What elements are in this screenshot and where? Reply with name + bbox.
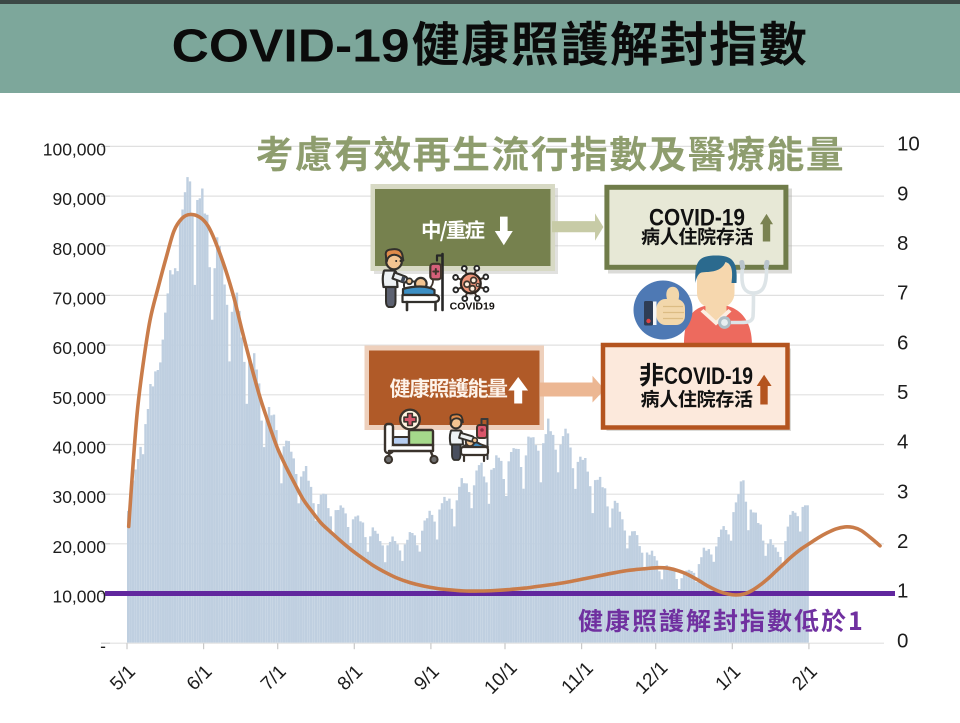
svg-text:0: 0 [897,629,908,652]
svg-text:4: 4 [897,431,908,454]
svg-text:10: 10 [897,133,920,156]
svg-text:8: 8 [897,232,908,255]
svg-text:70,000: 70,000 [52,288,106,308]
svg-text:90,000: 90,000 [52,189,106,209]
svg-text:100,000: 100,000 [43,139,107,159]
svg-text:9: 9 [897,182,908,205]
svg-text:2: 2 [897,530,908,553]
svg-text:60,000: 60,000 [52,338,106,358]
svg-text:3: 3 [897,480,908,503]
svg-text:6: 6 [897,331,908,354]
svg-text:COVID-19: COVID-19 [172,20,410,72]
svg-text:COVID19: COVID19 [450,301,495,313]
svg-text:COVID-19: COVID-19 [664,363,753,390]
svg-text:30,000: 30,000 [52,487,106,507]
svg-text:50,000: 50,000 [52,388,106,408]
svg-text:5: 5 [897,381,908,404]
svg-text:COVID-19: COVID-19 [649,205,745,232]
svg-text:80,000: 80,000 [52,239,106,259]
svg-text:20,000: 20,000 [52,537,106,557]
svg-text:40,000: 40,000 [52,438,106,458]
svg-text:7: 7 [897,282,908,305]
svg-text:10,000: 10,000 [52,587,106,607]
svg-text:-: - [100,636,106,656]
svg-text:1: 1 [897,580,908,603]
